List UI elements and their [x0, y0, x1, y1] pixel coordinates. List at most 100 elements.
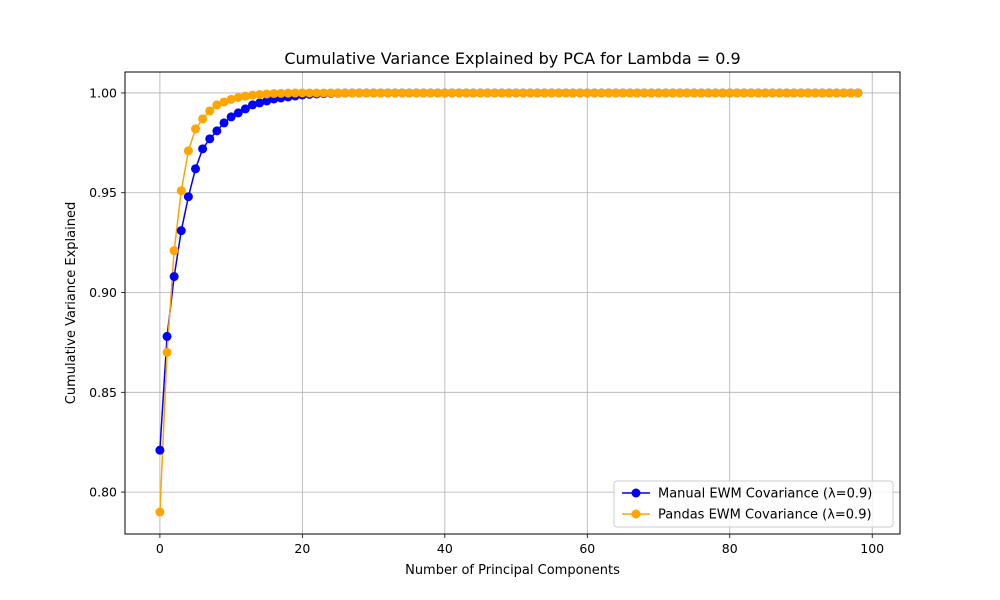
- data-point-pandas: [760, 88, 770, 98]
- data-point-pandas: [354, 88, 364, 98]
- y-tick-label: 0.85: [89, 385, 117, 400]
- y-tick-label: 0.90: [89, 285, 117, 300]
- data-point-pandas: [283, 88, 293, 98]
- data-point-pandas: [718, 88, 728, 98]
- data-point-pandas: [397, 88, 407, 98]
- data-point-pandas: [696, 88, 706, 98]
- data-point-pandas: [725, 88, 735, 98]
- data-point-pandas: [810, 88, 820, 98]
- data-point-pandas: [540, 88, 550, 98]
- data-point-pandas: [832, 88, 842, 98]
- data-point-pandas: [803, 88, 813, 98]
- legend-pandas-marker: [631, 509, 641, 519]
- x-tick-label: 80: [722, 541, 738, 556]
- chart-title: Cumulative Variance Explained by PCA for…: [284, 49, 740, 68]
- data-point-pandas: [461, 88, 471, 98]
- legend-pandas-label: Pandas EWM Covariance (λ=0.9): [658, 508, 872, 523]
- data-point-pandas: [789, 88, 799, 98]
- data-point-pandas: [518, 88, 528, 98]
- y-axis-label: Cumulative Variance Explained: [64, 202, 79, 404]
- x-tick-label: 20: [294, 541, 310, 556]
- data-point-pandas: [618, 88, 628, 98]
- data-point-pandas: [547, 88, 557, 98]
- data-point-pandas: [404, 88, 414, 98]
- data-point-manual: [191, 164, 201, 174]
- data-point-pandas: [226, 94, 236, 104]
- data-point-pandas: [682, 88, 692, 98]
- data-point-pandas: [732, 88, 742, 98]
- data-point-pandas: [561, 88, 571, 98]
- data-point-pandas: [475, 88, 485, 98]
- data-point-pandas: [675, 88, 685, 98]
- data-point-pandas: [661, 88, 671, 98]
- data-point-pandas: [511, 88, 521, 98]
- data-point-pandas: [212, 100, 222, 110]
- data-point-pandas: [269, 89, 279, 99]
- data-point-pandas: [711, 88, 721, 98]
- data-point-pandas: [490, 88, 500, 98]
- data-point-manual: [176, 226, 186, 236]
- data-point-pandas: [582, 88, 592, 98]
- data-point-pandas: [853, 88, 863, 98]
- data-point-pandas: [497, 88, 507, 98]
- data-point-pandas: [454, 88, 464, 98]
- legend-manual-label: Manual EWM Covariance (λ=0.9): [658, 487, 872, 502]
- data-point-pandas: [654, 88, 664, 98]
- data-point-pandas: [276, 88, 286, 98]
- data-point-manual: [162, 331, 172, 341]
- data-point-pandas: [347, 88, 357, 98]
- data-point-pandas: [668, 88, 678, 98]
- data-point-pandas: [369, 88, 379, 98]
- x-tick-label: 40: [437, 541, 453, 556]
- data-point-manual: [205, 134, 215, 144]
- data-point-pandas: [376, 88, 386, 98]
- data-point-pandas: [426, 88, 436, 98]
- data-point-pandas: [504, 88, 514, 98]
- data-point-manual: [248, 100, 257, 110]
- data-point-pandas: [525, 88, 535, 98]
- data-point-pandas: [689, 88, 699, 98]
- data-point-pandas: [297, 88, 307, 98]
- data-point-pandas: [319, 88, 329, 98]
- data-point-pandas: [262, 89, 272, 99]
- data-point-pandas: [597, 88, 607, 98]
- data-point-pandas: [839, 88, 849, 98]
- data-point-pandas: [233, 93, 243, 103]
- data-point-pandas: [554, 88, 564, 98]
- data-point-pandas: [169, 246, 179, 256]
- data-point-pandas: [796, 88, 806, 98]
- y-tick-label: 1.00: [89, 85, 117, 100]
- y-tick-label: 0.95: [89, 185, 117, 200]
- data-point-pandas: [604, 88, 614, 98]
- data-point-pandas: [205, 106, 215, 116]
- data-point-pandas: [440, 88, 450, 98]
- data-point-pandas: [312, 88, 322, 98]
- data-point-pandas: [304, 88, 314, 98]
- data-point-pandas: [568, 88, 578, 98]
- data-point-pandas: [433, 88, 443, 98]
- data-point-pandas: [183, 146, 193, 156]
- data-point-pandas: [468, 88, 478, 98]
- data-point-pandas: [447, 88, 457, 98]
- data-point-pandas: [632, 88, 642, 98]
- data-point-manual: [255, 98, 265, 108]
- data-point-pandas: [782, 88, 792, 98]
- data-point-pandas: [824, 88, 834, 98]
- x-tick-label: 0: [156, 541, 164, 556]
- data-point-pandas: [575, 88, 585, 98]
- data-point-pandas: [191, 124, 201, 134]
- data-point-pandas: [155, 507, 165, 517]
- data-point-pandas: [418, 88, 428, 98]
- data-point-manual: [183, 192, 193, 202]
- data-point-pandas: [646, 88, 656, 98]
- data-point-pandas: [483, 88, 493, 98]
- series-markers: [155, 88, 863, 517]
- data-point-manual: [262, 96, 272, 106]
- data-point-pandas: [639, 88, 649, 98]
- data-point-manual: [198, 144, 208, 154]
- data-point-manual: [212, 126, 222, 136]
- data-point-pandas: [219, 97, 229, 107]
- data-point-manual: [226, 112, 236, 122]
- data-point-pandas: [176, 186, 186, 196]
